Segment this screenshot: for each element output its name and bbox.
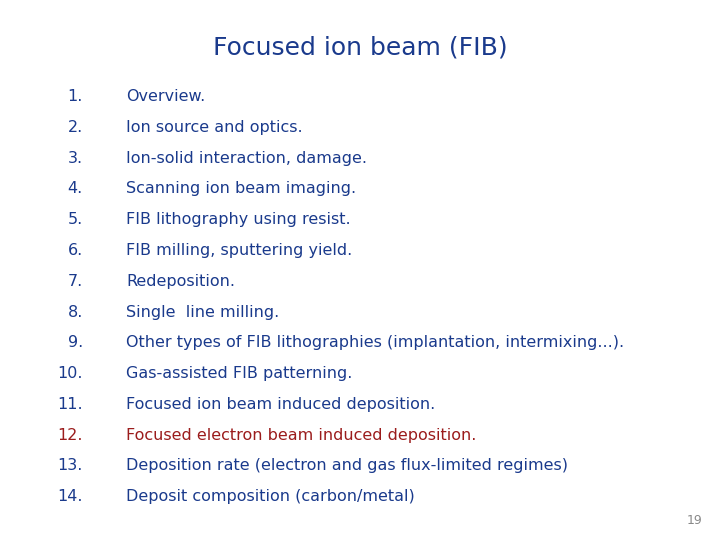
Text: Ion-solid interaction, damage.: Ion-solid interaction, damage. [126, 151, 367, 166]
Text: Gas-assisted FIB patterning.: Gas-assisted FIB patterning. [126, 366, 352, 381]
Text: 8.: 8. [68, 305, 83, 320]
Text: 2.: 2. [68, 120, 83, 135]
Text: Scanning ion beam imaging.: Scanning ion beam imaging. [126, 181, 356, 197]
Text: 12.: 12. [58, 428, 83, 443]
Text: Other types of FIB lithographies (implantation, intermixing...).: Other types of FIB lithographies (implan… [126, 335, 624, 350]
Text: Focused electron beam induced deposition.: Focused electron beam induced deposition… [126, 428, 477, 443]
Text: FIB lithography using resist.: FIB lithography using resist. [126, 212, 351, 227]
Text: Single  line milling.: Single line milling. [126, 305, 279, 320]
Text: 5.: 5. [68, 212, 83, 227]
Text: 11.: 11. [57, 397, 83, 412]
Text: 7.: 7. [68, 274, 83, 289]
Text: Overview.: Overview. [126, 89, 205, 104]
Text: 9.: 9. [68, 335, 83, 350]
Text: 19: 19 [686, 514, 702, 526]
Text: Redeposition.: Redeposition. [126, 274, 235, 289]
Text: Ion source and optics.: Ion source and optics. [126, 120, 302, 135]
Text: Deposition rate (electron and gas flux-limited regimes): Deposition rate (electron and gas flux-l… [126, 458, 568, 474]
Text: 10.: 10. [58, 366, 83, 381]
Text: 4.: 4. [68, 181, 83, 197]
Text: 1.: 1. [68, 89, 83, 104]
Text: 13.: 13. [58, 458, 83, 474]
Text: Deposit composition (carbon/metal): Deposit composition (carbon/metal) [126, 489, 415, 504]
Text: 3.: 3. [68, 151, 83, 166]
Text: Focused ion beam induced deposition.: Focused ion beam induced deposition. [126, 397, 436, 412]
Text: Focused ion beam (FIB): Focused ion beam (FIB) [212, 35, 508, 59]
Text: 14.: 14. [58, 489, 83, 504]
Text: FIB milling, sputtering yield.: FIB milling, sputtering yield. [126, 243, 352, 258]
Text: 6.: 6. [68, 243, 83, 258]
